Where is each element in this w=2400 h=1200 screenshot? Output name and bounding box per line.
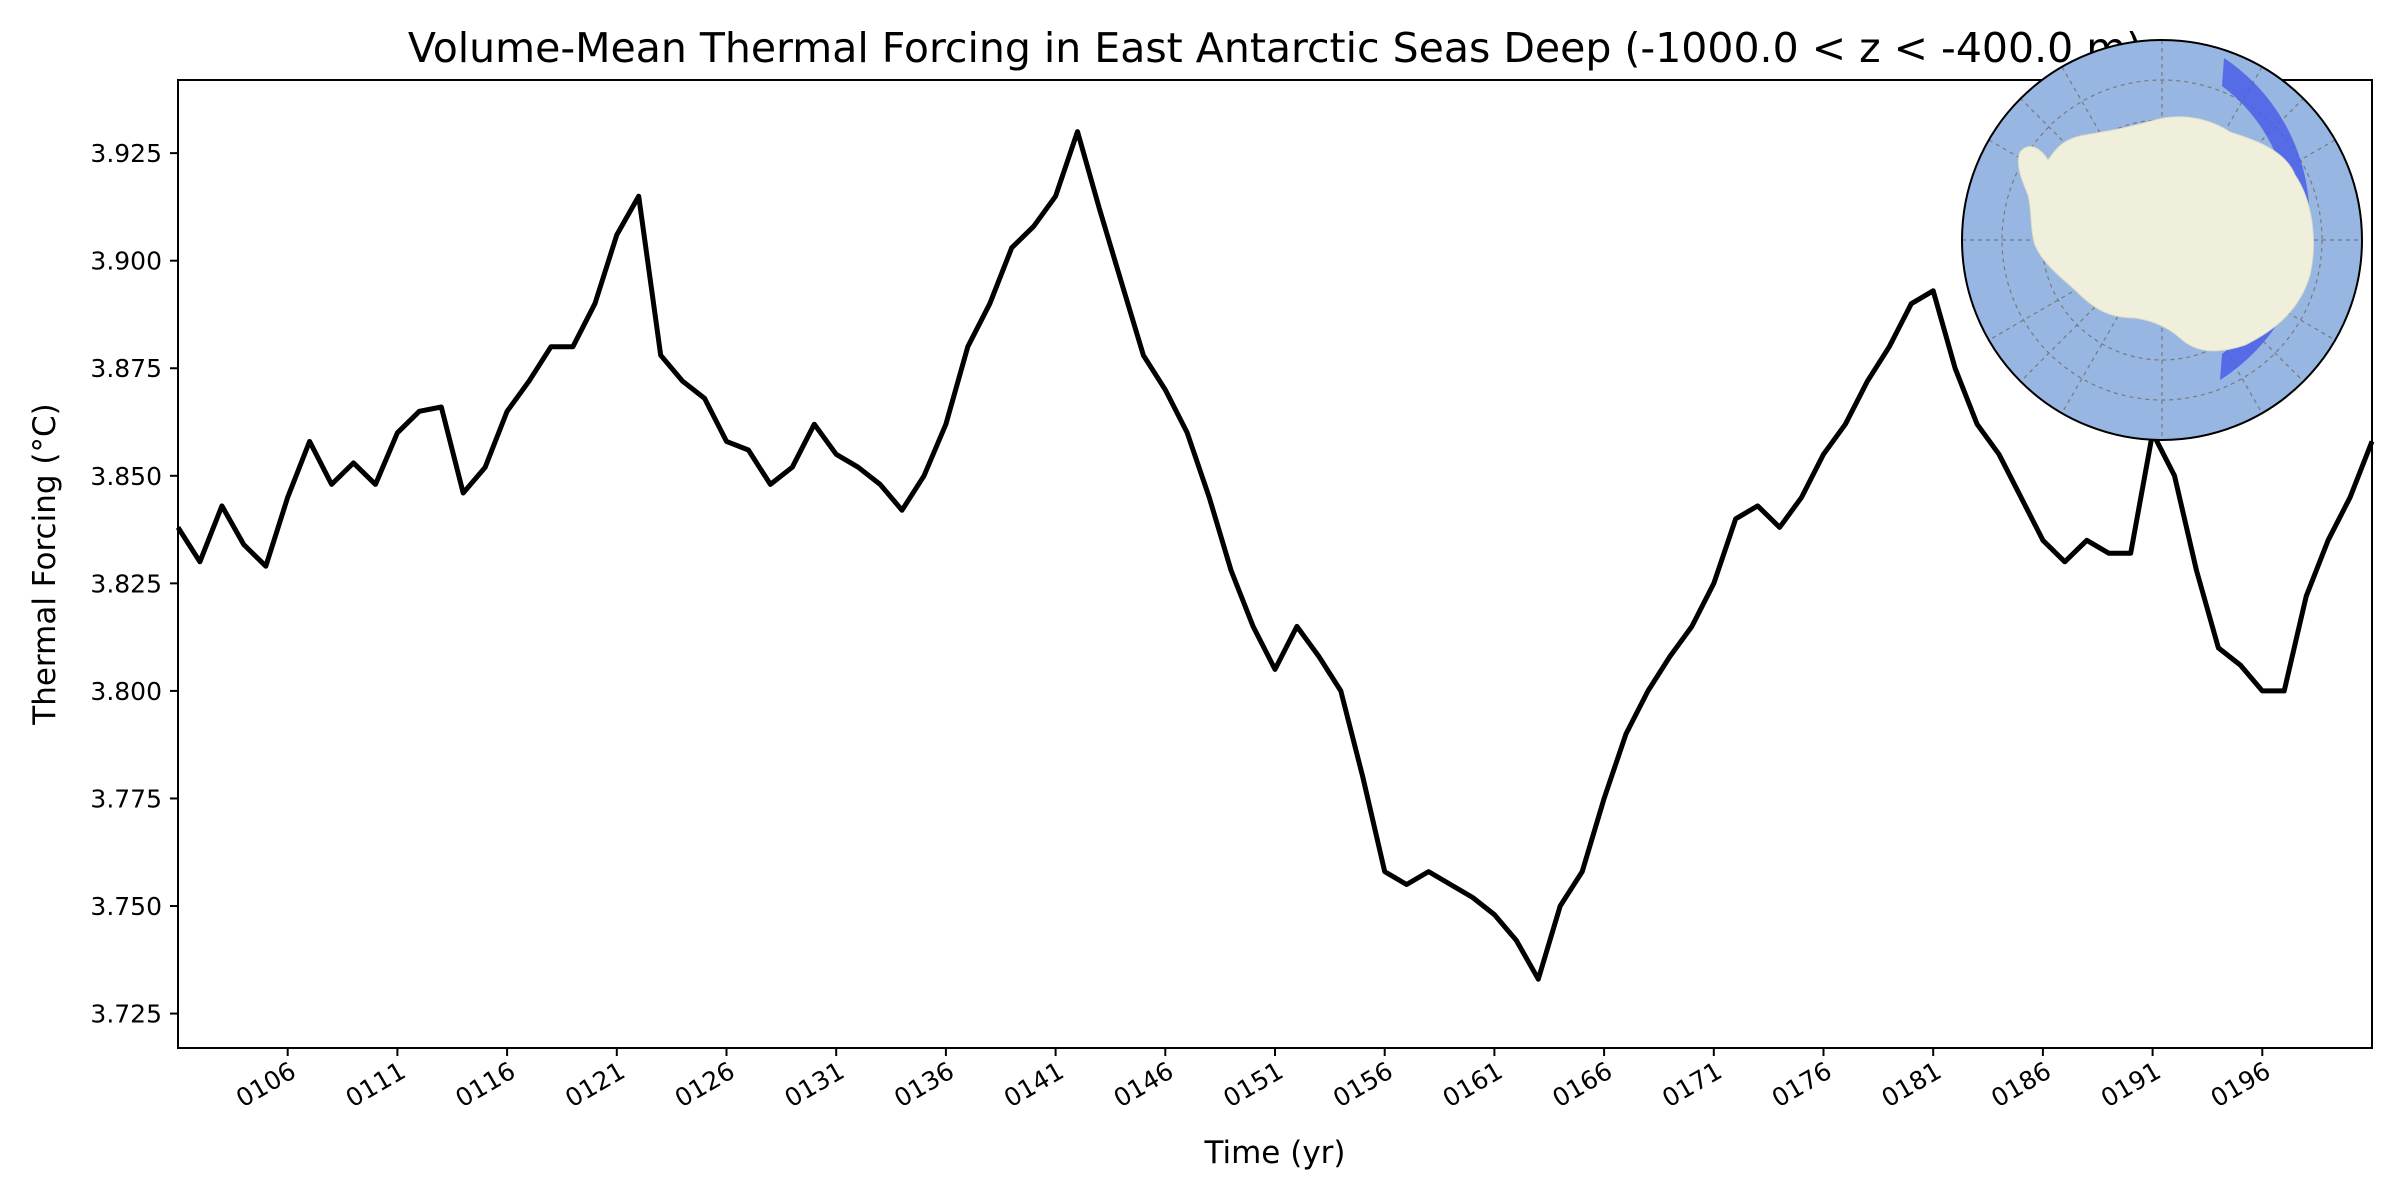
y-axis-label: Thermal Forcing (°C) — [27, 403, 63, 725]
y-tick-label: 3.825 — [90, 569, 162, 598]
y-tick-label: 3.925 — [90, 139, 162, 168]
y-tick-label: 3.775 — [90, 784, 162, 813]
y-axis: 3.725 3.750 3.775 3.800 3.825 3.850 3.875 3.900… — [90, 139, 178, 1029]
x-tick-label: 0126 — [670, 1056, 740, 1113]
x-tick-label: 0151 — [1218, 1056, 1288, 1113]
x-tick-label: 0171 — [1657, 1056, 1727, 1113]
x-tick-label: 0141 — [999, 1056, 1069, 1113]
x-tick-label: 0181 — [1877, 1056, 1947, 1113]
x-tick-label: 0166 — [1547, 1056, 1617, 1113]
data-line-group — [175, 129, 2375, 982]
x-tick-label: 0116 — [450, 1056, 520, 1113]
y-tick-label: 3.750 — [90, 892, 162, 921]
inset-map-antarctica — [2017, 116, 2314, 352]
inset-map — [1961, 39, 2363, 441]
x-tick-label: 0121 — [560, 1056, 630, 1113]
x-tick-label: 0106 — [231, 1056, 301, 1113]
x-tick-label: 0176 — [1767, 1056, 1837, 1113]
x-axis-label: Time (yr) — [1204, 1135, 1346, 1171]
y-tick-label: 3.800 — [90, 677, 162, 706]
x-tick-label: 0186 — [1986, 1056, 2056, 1113]
inset-map-border — [1961, 39, 2363, 441]
x-tick-label: 0146 — [1109, 1056, 1179, 1113]
x-tick-label: 0136 — [889, 1056, 959, 1113]
y-tick-label: 3.850 — [90, 462, 162, 491]
y-tick-label: 3.875 — [90, 354, 162, 383]
x-tick-label: 0156 — [1328, 1056, 1398, 1113]
x-tick-label: 0111 — [341, 1056, 411, 1113]
y-tick-label: 3.725 — [90, 1000, 162, 1029]
series-line — [175, 129, 2375, 982]
chart-title: Volume-Mean Thermal Forcing in East Anta… — [408, 24, 2142, 72]
x-tick-label: 0191 — [2096, 1056, 2166, 1113]
x-axis: 0106 0111 0116 0121 0126 0131 0136 0141 0146 0151… — [231, 1048, 2275, 1113]
x-tick-label: 0131 — [780, 1056, 850, 1113]
x-tick-label: 0161 — [1438, 1056, 1508, 1113]
y-tick-label: 3.900 — [90, 247, 162, 276]
x-tick-label: 0196 — [2206, 1056, 2276, 1113]
